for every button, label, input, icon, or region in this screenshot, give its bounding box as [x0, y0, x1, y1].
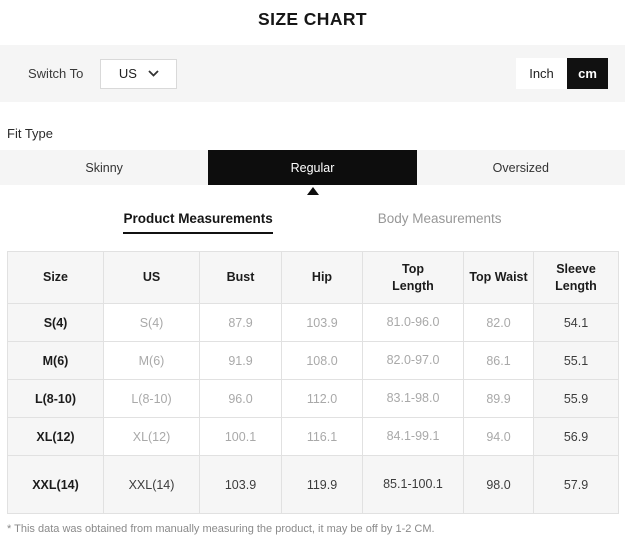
value-cell: 56.9 — [533, 417, 619, 456]
fit-tab-oversized[interactable]: Oversized — [492, 160, 549, 175]
unit-toggle: Inch cm — [516, 58, 608, 89]
value-cell: 91.9 — [199, 341, 282, 380]
measurement-disclaimer: * This data was obtained from manually m… — [7, 523, 435, 535]
value-cell: 103.9 — [199, 455, 282, 514]
table-head: Size US Bust Hip Top Length Top Waist Sleeve L… — [7, 251, 619, 304]
tab-body-measurements[interactable]: Body Measurements — [377, 211, 502, 226]
page-title: SIZE CHART — [258, 9, 367, 29]
header-cell: Sleeve Length — [533, 251, 619, 304]
value-cell: 103.9 — [281, 303, 363, 342]
value-cell: 55.1 — [533, 341, 619, 380]
chevron-down-icon — [148, 70, 159, 77]
fit-type-label: Fit Type — [7, 126, 54, 141]
size-table: Size US Bust Hip Top Length Top Waist Sleeve L… — [7, 251, 619, 514]
header-cell: US — [103, 251, 200, 304]
value-cell: 100.1 — [199, 417, 282, 456]
value-cell: XXL(14) — [103, 455, 200, 514]
table-body: S(4) S(4) 87.9 103.9 81.0-96.0 82.0 54.1 M(6) M(… — [7, 303, 619, 514]
fit-type-tabs: Skinny Regular Oversized — [0, 150, 625, 185]
value-cell: 57.9 — [533, 455, 619, 514]
table-row: S(4) S(4) 87.9 103.9 81.0-96.0 82.0 54.1 — [7, 303, 619, 342]
value-cell: 84.1-99.1 — [362, 417, 464, 456]
value-cell: L(8-10) — [103, 379, 200, 418]
value-cell: 119.9 — [281, 455, 363, 514]
unit-inch-button[interactable]: Inch — [516, 58, 567, 89]
active-tab-pointer-icon — [306, 187, 319, 195]
header-cell-label: Sleeve Length — [555, 262, 597, 293]
value-cell: 82.0 — [463, 303, 534, 342]
value-cell: 89.9 — [463, 379, 534, 418]
value-cell: 86.1 — [463, 341, 534, 380]
table-row: XL(12) XL(12) 100.1 116.1 84.1-99.1 94.0 56.9 — [7, 417, 619, 456]
header-cell: Hip — [281, 251, 363, 304]
tab-product-measurements[interactable]: Product Measurements — [123, 211, 273, 234]
value-cell: S(4) — [103, 303, 200, 342]
header-cell-label: Top Waist — [469, 270, 528, 285]
value-cell-text: 81.0-96.0 — [386, 315, 440, 330]
region-select-value: US — [118, 66, 137, 81]
value-cell: 54.1 — [533, 303, 619, 342]
region-select[interactable]: US — [100, 58, 178, 89]
value-cell: 112.0 — [281, 379, 363, 418]
fit-tab-regular[interactable]: Regular — [208, 150, 417, 185]
table-row: L(8-10) L(8-10) 96.0 112.0 83.1-98.0 89.9 55.9 — [7, 379, 619, 418]
header-cell-label: Bust — [226, 270, 255, 285]
header-cell-label: US — [142, 270, 161, 285]
table-row: XXL(14) XXL(14) 103.9 119.9 85.1-100.1 98.0 57… — [7, 455, 619, 514]
value-cell: 108.0 — [281, 341, 363, 380]
header-cell: Bust — [199, 251, 282, 304]
value-cell: 55.9 — [533, 379, 619, 418]
header-cell-label: Top Length — [392, 262, 434, 293]
header-cell: Size — [7, 251, 104, 304]
header-cell-label: Hip — [311, 270, 333, 285]
header-cell: Top Length — [362, 251, 464, 304]
value-cell: 98.0 — [463, 455, 534, 514]
value-cell: 116.1 — [281, 417, 363, 456]
size-chart-page: SIZE CHART Switch To US Inch cm Fit Type… — [0, 9, 625, 535]
value-cell: M(6) — [103, 341, 200, 380]
value-cell-text: 83.1-98.0 — [386, 391, 440, 406]
size-cell: XXL(14) — [7, 455, 104, 514]
value-cell: XL(12) — [103, 417, 200, 456]
unit-region-toolbar: Switch To US Inch cm — [0, 45, 625, 102]
value-cell: 87.9 — [199, 303, 282, 342]
size-cell: M(6) — [7, 341, 104, 380]
value-cell: 85.1-100.1 — [362, 455, 464, 514]
fit-tab-skinny[interactable]: Skinny — [85, 160, 123, 175]
value-cell-text: 85.1-100.1 — [383, 477, 443, 492]
value-cell: 94.0 — [463, 417, 534, 456]
value-cell: 82.0-97.0 — [362, 341, 464, 380]
size-cell: XL(12) — [7, 417, 104, 456]
unit-cm-button[interactable]: cm — [567, 58, 608, 89]
size-cell: L(8-10) — [7, 379, 104, 418]
value-cell: 96.0 — [199, 379, 282, 418]
header-row: Size US Bust Hip Top Length Top Waist Sleeve L… — [7, 251, 619, 304]
switch-to-label: Switch To — [28, 66, 84, 81]
value-cell: 81.0-96.0 — [362, 303, 464, 342]
header-cell: Top Waist — [463, 251, 534, 304]
value-cell-text: 82.0-97.0 — [386, 353, 440, 368]
size-cell: S(4) — [7, 303, 104, 342]
table-row: M(6) M(6) 91.9 108.0 82.0-97.0 86.1 55.1 — [7, 341, 619, 380]
value-cell-text: 84.1-99.1 — [386, 429, 440, 444]
value-cell: 83.1-98.0 — [362, 379, 464, 418]
measurement-tabs: Product Measurements Body Measurements — [0, 211, 625, 234]
header-cell-label: Size — [42, 270, 68, 285]
